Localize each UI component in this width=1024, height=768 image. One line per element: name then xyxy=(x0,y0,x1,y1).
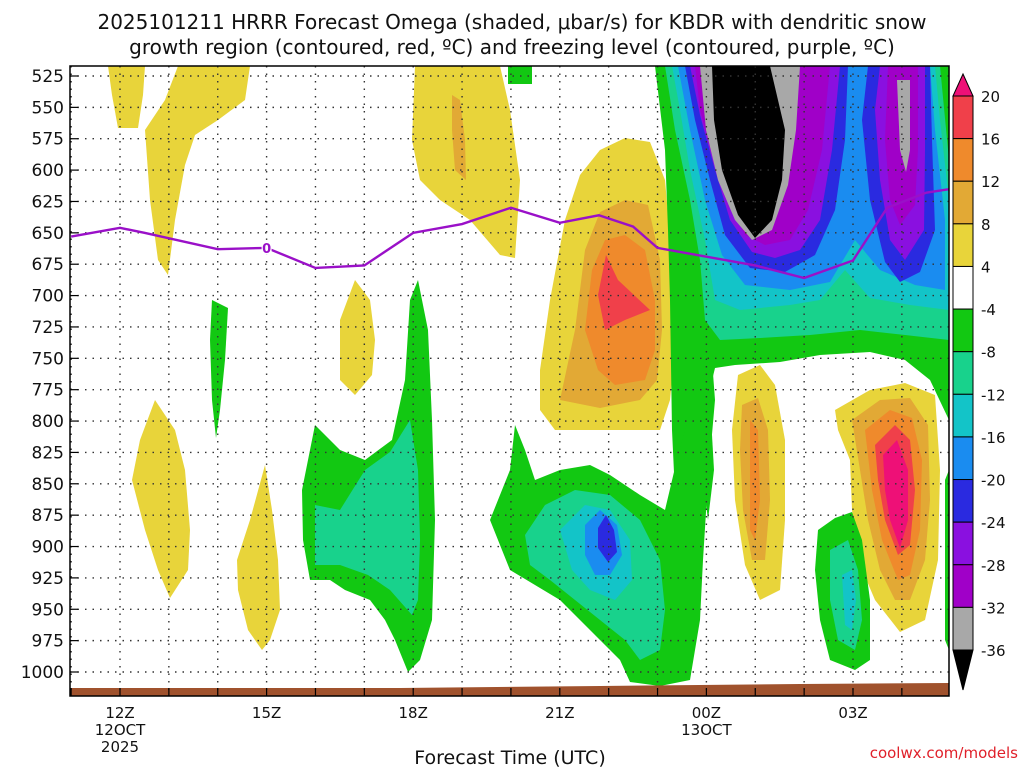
x-tick-label: 21Z xyxy=(545,704,574,722)
colorbar-label: 16 xyxy=(981,131,1000,149)
colorbar-label: -20 xyxy=(981,472,1006,490)
x-tick-label: 12Z xyxy=(105,704,134,722)
plot-frame xyxy=(69,65,950,697)
plot-area: 0 xyxy=(70,66,949,696)
colorbar-swatch xyxy=(952,95,974,140)
freezing-level-series: 0 xyxy=(70,187,949,280)
y-tick-label: 650 xyxy=(32,224,64,244)
colorbar-swatch xyxy=(952,649,974,691)
x-tick-label: 2025 xyxy=(101,738,139,756)
grid-lines xyxy=(70,66,949,696)
y-tick-label: 700 xyxy=(32,287,64,307)
contour-label-bg xyxy=(261,239,272,255)
chart-title-line1: 2025101211 HRRR Forecast Omega (shaded, … xyxy=(97,10,926,34)
freezing-level-line xyxy=(70,187,949,280)
site-credit: coolwx.com/models xyxy=(870,744,1018,762)
colorbar-swatch xyxy=(952,223,974,267)
colorbar-swatch xyxy=(952,436,974,481)
colorbar-swatch xyxy=(952,521,974,566)
y-tick-label: 675 xyxy=(32,255,64,275)
omega-region xyxy=(315,420,420,615)
colorbar-label: -28 xyxy=(981,557,1006,575)
y-tick-label: 525 xyxy=(32,67,64,87)
x-axis-label: Forecast Time (UTC) xyxy=(414,747,605,768)
colorbar-label: -12 xyxy=(981,386,1006,404)
x-tick-label: 00Z xyxy=(692,704,721,722)
omega-region xyxy=(508,66,532,84)
y-tick-label: 925 xyxy=(32,569,64,589)
omega-region xyxy=(132,400,190,598)
colorbar-label: -16 xyxy=(981,429,1006,447)
x-tick-label: 13OCT xyxy=(681,721,732,739)
colorbar-label: -32 xyxy=(981,599,1006,617)
colorbar-label: -8 xyxy=(981,344,996,362)
omega-region xyxy=(598,515,617,562)
x-tick-label: 18Z xyxy=(399,704,428,722)
omega-region xyxy=(700,400,714,520)
colorbar-label: -4 xyxy=(981,301,996,319)
y-tick-label: 950 xyxy=(32,600,64,620)
y-tick-label: 875 xyxy=(32,506,64,526)
colorbar-swatch xyxy=(952,180,974,225)
omega-region xyxy=(237,465,280,650)
colorbar-label: -24 xyxy=(981,514,1006,532)
y-tick-label: 900 xyxy=(32,538,64,558)
omega-region xyxy=(108,66,145,128)
colorbar-label: 20 xyxy=(981,88,1000,106)
colorbar-label: 12 xyxy=(981,173,1000,191)
y-tick-label: 625 xyxy=(32,192,64,212)
colorbar-swatch xyxy=(952,308,974,353)
colorbar-label: 4 xyxy=(981,258,991,276)
y-tick-label: 775 xyxy=(32,381,64,401)
omega-region xyxy=(452,95,466,180)
y-tick-label: 575 xyxy=(32,130,64,150)
omega-region xyxy=(897,80,910,172)
y-tick-label: 1000 xyxy=(21,663,64,683)
omega-region xyxy=(340,280,375,395)
colorbar-label: -36 xyxy=(981,642,1006,660)
x-tick-label: 12OCT xyxy=(95,721,146,739)
terrain xyxy=(70,683,949,696)
chart-title-line2: growth region (contoured, red, ºC) and f… xyxy=(129,35,895,59)
y-tick-label: 850 xyxy=(32,475,64,495)
omega-region xyxy=(145,66,250,275)
x-tick-label: 03Z xyxy=(838,704,867,722)
omega-region xyxy=(883,440,908,548)
colorbar-swatch xyxy=(952,72,974,97)
y-tick-label: 750 xyxy=(32,349,64,369)
y-tick-label: 550 xyxy=(32,98,64,118)
colorbar-swatch xyxy=(952,606,974,651)
colorbar: 20 16 12 8 4 -4 -8 -12 -16 -20 -24 -28 -32 -36 xyxy=(952,72,1006,691)
x-tick-label: 15Z xyxy=(252,704,281,722)
colorbar-swatch xyxy=(952,138,974,182)
colorbar-swatch xyxy=(952,393,974,438)
y-axis: 525 550 575 600 625 650 675 700 725 750 775 800 825 8… xyxy=(21,67,78,683)
y-tick-label: 800 xyxy=(32,412,64,432)
colorbar-swatch xyxy=(952,479,974,523)
colorbar-swatch xyxy=(952,564,974,608)
omega-region xyxy=(210,300,228,438)
contour-label: 0 xyxy=(262,242,271,257)
colorbar-swatch xyxy=(952,265,974,310)
colorbar-swatch xyxy=(952,351,974,395)
y-tick-label: 825 xyxy=(32,443,64,463)
colorbar-label: 8 xyxy=(981,216,991,234)
y-tick-label: 975 xyxy=(32,632,64,652)
omega-region xyxy=(598,255,650,330)
omega-region xyxy=(412,66,520,258)
omega-region xyxy=(712,66,785,238)
y-tick-label: 725 xyxy=(32,318,64,338)
y-tick-label: 600 xyxy=(32,161,64,181)
